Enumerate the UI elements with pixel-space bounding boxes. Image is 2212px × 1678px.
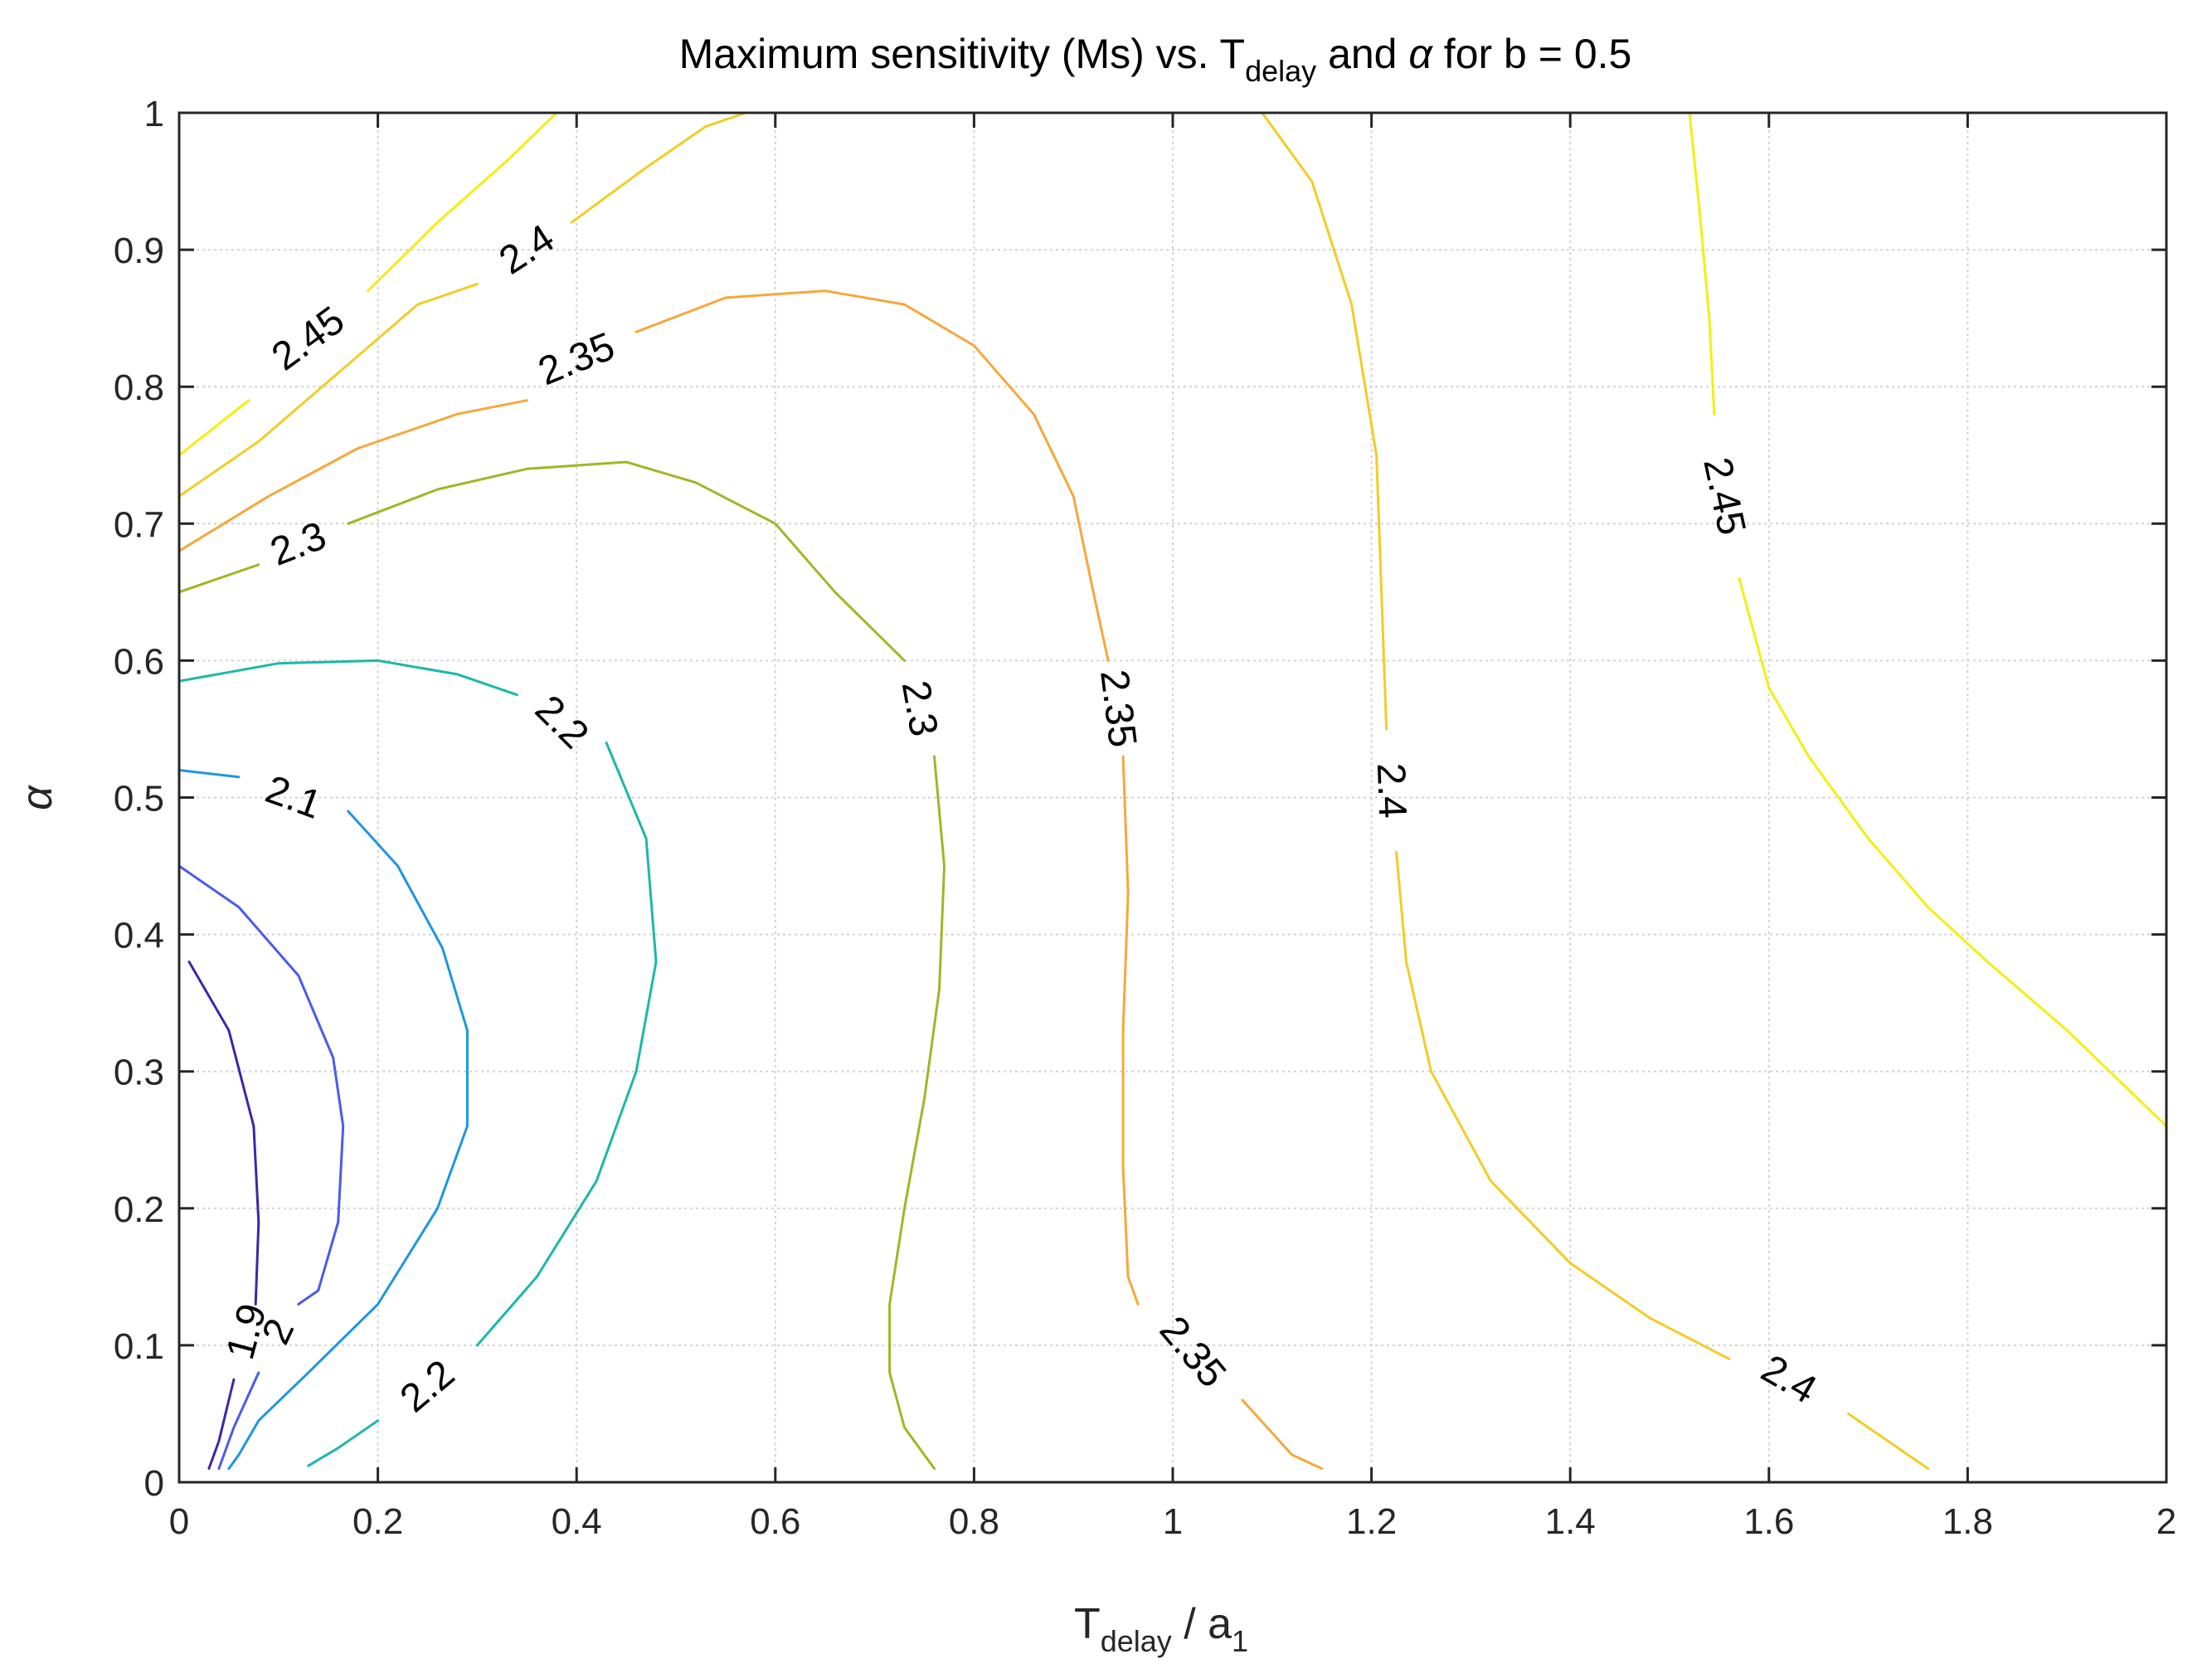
contour-line-2-2: [475, 742, 658, 1347]
contour-label: 2.35: [532, 324, 620, 394]
y-tick-label: 0.5: [114, 779, 164, 820]
xlabel-sub2: 1: [1232, 1624, 1248, 1658]
x-tick-label: 0.4: [552, 1501, 602, 1542]
contour-line-2-45: [177, 399, 250, 457]
contour-line-2-35: [177, 399, 528, 552]
x-tick-label: 1.8: [1942, 1501, 1993, 1542]
contour-label: 2.3: [893, 678, 946, 740]
contour-label: 2.2: [527, 687, 597, 757]
y-tick-label: 0.2: [114, 1189, 164, 1230]
contour-line-2-2: [177, 659, 518, 697]
contour-line-2-3: [347, 460, 906, 662]
contour-labels: 2.452.42.352.32.22.11.922.22.3 2.352.352.…: [218, 216, 1824, 1421]
title-symbol: α: [1408, 31, 1433, 77]
contour-line-2-1: [177, 769, 241, 779]
x-tick-label: 1.2: [1346, 1501, 1397, 1542]
chart-title: Maximum sensitivity (Ms) vs. Tdelay and …: [679, 31, 1632, 88]
contour-label: 2.4: [1754, 1347, 1824, 1413]
xlabel-mid: / a: [1172, 1600, 1232, 1648]
grid-lines: [179, 113, 2166, 1482]
y-tick-label: 0.4: [114, 916, 164, 956]
contour-lines: [177, 111, 2168, 1470]
contour-line-2: [217, 1371, 260, 1470]
xlabel-main: T: [1074, 1600, 1101, 1648]
x-tick-label: 1.6: [1743, 1501, 1794, 1542]
x-tick-label: 0.2: [352, 1501, 403, 1542]
contour-label: 2.35: [1091, 668, 1145, 750]
contour-label: 2.2: [392, 1352, 463, 1421]
y-tick-label: 0.7: [114, 504, 164, 545]
contour-line-2-45: [1738, 576, 2168, 1128]
contour-label: 2.4: [492, 216, 562, 284]
title-subscript: delay: [1245, 54, 1316, 88]
xlabel-sub1: delay: [1101, 1624, 1172, 1658]
contour-label: 2.45: [1694, 454, 1753, 538]
y-tick-label: 0.6: [114, 641, 164, 682]
contour-line-2: [177, 864, 345, 1306]
title-prefix: Maximum sensitivity (Ms) vs. T: [679, 31, 1245, 77]
contour-line-2-4: [1395, 851, 1731, 1360]
x-tick-label: 1: [1163, 1501, 1183, 1542]
x-tick-label: 0.6: [750, 1501, 800, 1542]
contour-line-2-4: [1847, 1413, 1929, 1470]
contour-label: 2.4: [1369, 762, 1414, 820]
contour-label: 2.3: [265, 513, 332, 574]
contour-label: 2.45: [264, 298, 352, 379]
y-axis-title: α: [13, 785, 61, 810]
axis-ticks: 0 0.2 0.4 0.6 0.8 1 1.2 1.4 1.6 1.8 2 0 0.1 0.2 0.3 0.4…: [114, 94, 2176, 1542]
x-tick-label: 0: [169, 1501, 189, 1542]
contour-line-2-3: [177, 563, 260, 594]
contour-line-2-45: [367, 111, 558, 293]
contour-line-2-35: [1241, 1398, 1324, 1470]
contour-line-2-45: [1688, 111, 1716, 416]
title-middle: and: [1316, 31, 1408, 77]
y-tick-label: 0.8: [114, 367, 164, 408]
contour-line-1-9: [207, 1378, 236, 1470]
contour-line-2-1: [227, 810, 469, 1470]
y-tick-label: 0.9: [114, 231, 164, 271]
x-tick-label: 1.4: [1545, 1501, 1596, 1542]
x-tick-label: 0.8: [949, 1501, 999, 1542]
y-tick-label: 0.3: [114, 1053, 164, 1093]
contour-line-2-4: [570, 111, 747, 224]
contour-line-1-9: [187, 961, 260, 1306]
y-tick-label: 1: [144, 94, 164, 134]
y-tick-label: 0: [144, 1463, 164, 1504]
contour-label: 2.1: [260, 767, 327, 828]
contour-line-2-35: [634, 289, 1110, 662]
y-tick-label: 0.1: [114, 1326, 164, 1367]
contour-label: 2.35: [1151, 1308, 1235, 1396]
x-axis-title: Tdelay / a1: [1074, 1600, 1248, 1658]
x-tick-label: 2: [2156, 1501, 2176, 1542]
contour-line-2-3: [888, 755, 946, 1470]
title-suffix: for b = 0.5: [1432, 31, 1631, 77]
contour-line-2-4: [1261, 111, 1388, 731]
contour-line-2-4: [177, 282, 479, 498]
contour-line-2-2: [307, 1419, 380, 1467]
contour-line-2-35: [1121, 755, 1140, 1306]
